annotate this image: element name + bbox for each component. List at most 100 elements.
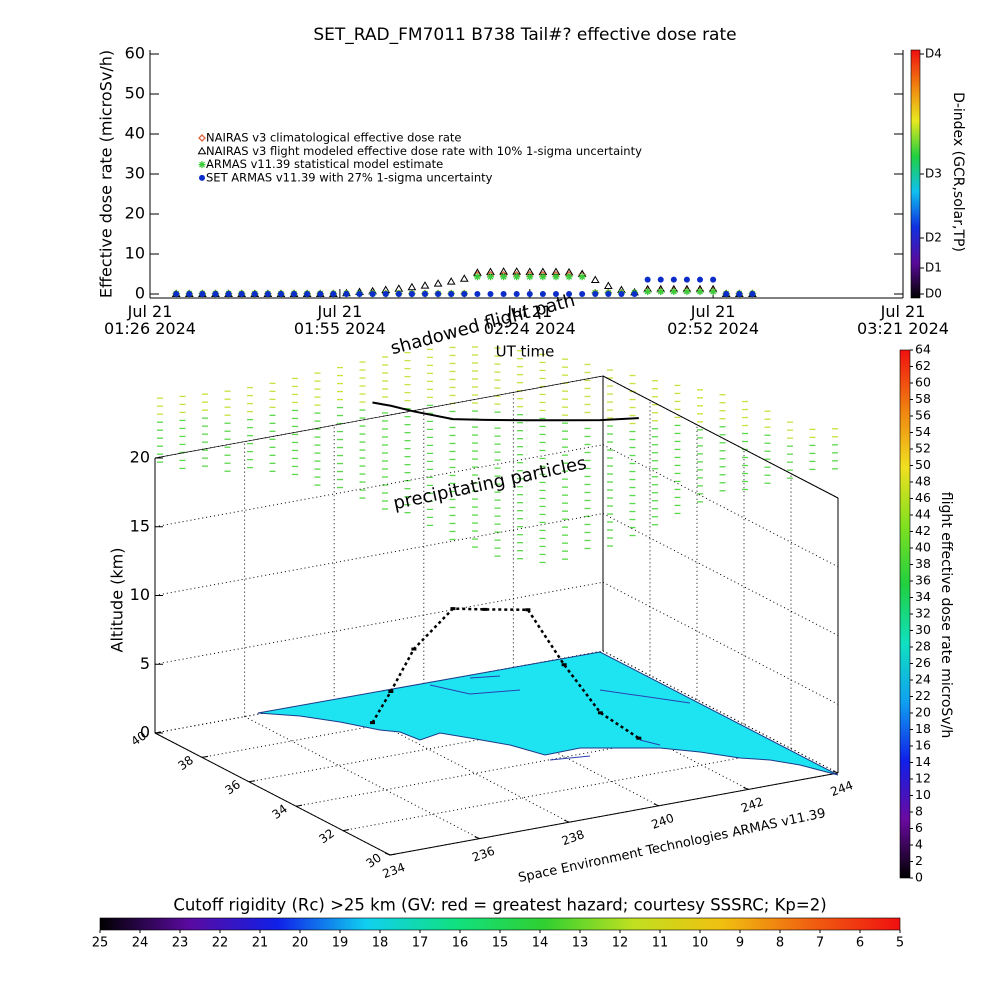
colorbar-label: D-index (GCR,solar,TP) [950,92,966,252]
flight-point [482,607,488,611]
colorbar-tick-label: 38 [915,556,931,571]
colorbar-tick-label: 21 [252,936,269,951]
colorbar-tick-label: 50 [915,457,931,472]
colorbar-tick-label: 10 [915,787,931,802]
circle-marker [330,291,337,297]
colorbar-tick-label: 11 [652,936,669,951]
colorbar-tick-label: 18 [372,936,389,951]
circle-marker [710,276,717,283]
circle-marker [317,291,324,297]
colorbar-tick-label: 12 [612,936,629,951]
y-tick-label: 34 [269,802,290,822]
y-tick-label: 20 [125,204,145,223]
circle-marker [422,291,429,297]
circle-marker [749,291,756,297]
colorbar-tick-label: 26 [915,655,931,670]
triangle-marker [590,275,600,283]
colorbar [99,917,901,931]
colorbar-title: Cutoff rigidity (Rc) >25 km (GV: red = g… [173,896,826,915]
x-tick-label: 238 [560,827,586,848]
circle-marker [513,291,520,297]
circle-marker [657,276,664,283]
x-axis-label: UT time [496,343,555,361]
grid-line [602,444,839,568]
y-tick [201,755,209,758]
asterisk-marker [513,273,521,281]
diamond-marker [198,134,206,142]
asterisk-marker [473,273,481,281]
shadow-path [372,401,639,422]
circle-marker [369,291,376,297]
colorbar-tick-label: 58 [915,391,931,406]
colorbar-tick-label: 22 [212,936,229,951]
y-tick-label: 60 [125,44,145,63]
x-tick-label: 240 [649,811,675,832]
circle-marker [225,291,232,297]
colorbar-tick-label: 19 [332,936,349,951]
colorbar [899,349,911,879]
x-tick-label: 242 [739,794,765,815]
circle-marker [526,291,533,297]
circle-marker [186,291,193,297]
colorbar-tick-label: 46 [915,490,931,505]
flight-point [411,647,417,651]
z-tick-label: 10 [130,585,150,604]
circle-marker [670,276,677,283]
circle-marker [356,291,363,297]
asterisk-marker [198,161,206,169]
colorbar-tick-label: 16 [452,936,469,951]
grid-line [602,513,839,636]
circle-marker [251,291,258,297]
axis-line [154,732,391,856]
circle-marker [199,291,206,297]
y-axis-label: Effective dose rate (microSv/h) [97,50,116,298]
grid-line [602,581,839,705]
colorbar-tick-label: 6 [856,936,864,951]
circle-marker [212,291,219,297]
axis-line [602,375,839,499]
asterisk-marker [526,273,534,281]
axis-line [154,375,604,459]
colorbar-tick-label: 64 [915,342,931,357]
colorbar-tick-label: 24 [132,936,149,951]
circle-marker [343,291,350,297]
asterisk-marker [644,288,652,296]
colorbar-tick-label: 28 [915,639,931,654]
x-tick-label: 236 [470,844,496,865]
y-tick-label: 50 [125,84,145,103]
colorbar-tick-label: D4 [925,47,942,61]
circle-marker [408,291,415,297]
terrain-detail [429,675,691,761]
circle-marker [238,291,245,297]
grid-line [154,513,604,596]
colorbar-tick-label: 34 [915,589,931,604]
annotation: precipitating particles [391,453,588,514]
colorbar-tick-label: 23 [172,936,189,951]
colorbar-tick-label: 25 [92,936,109,951]
x-tick-label: Jul 21 01:26 2024 [104,302,196,338]
triangle-marker [459,274,469,282]
colorbar-tick-label: 6 [915,820,923,835]
asterisk-marker [578,273,586,281]
colorbar-tick-label: 54 [915,424,931,439]
circle-marker [474,291,481,297]
colorbar-tick-label: 5 [896,936,904,951]
asterisk-marker [683,288,691,296]
legend-label: ARMAS v11.39 statistical model estimate [206,157,443,171]
colorbar-tick-label: 52 [915,441,931,456]
x-tick-label: Jul 21 01:55 2024 [293,302,386,338]
grid-line [602,650,839,774]
x-tick-label: Jul 21 02:24 2024 [483,302,576,338]
y-tick-label: 10 [125,244,145,263]
circle-marker [579,291,586,297]
colorbar-tick-label: 48 [915,474,931,489]
circle-marker [539,291,546,297]
colorbar-tick-label: 22 [915,688,931,703]
grid-line [154,581,604,665]
circle-marker [382,291,389,297]
grid-line [342,748,792,832]
circle-marker [487,291,494,297]
circle-marker [736,291,743,297]
colorbar-tick-label: 15 [492,936,509,951]
chart-title: SET_RAD_FM7011 B738 Tail#? effective dos… [313,25,736,45]
